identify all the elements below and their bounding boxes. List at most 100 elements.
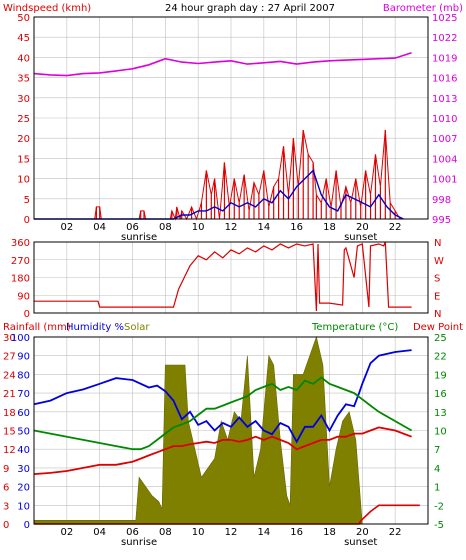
- barometer-tick-label: 1019: [432, 53, 457, 64]
- time-tick-label: 02: [60, 222, 73, 233]
- windspeed-axis-title: Windspeed (kmh): [3, 3, 91, 14]
- windspeed-tick-label: 30: [17, 94, 30, 105]
- compass-tick-label: W: [434, 256, 444, 267]
- time-tick-label: 14: [257, 527, 270, 538]
- barometer-tick-label: 1016: [432, 74, 457, 85]
- time-tick-label: 12: [225, 527, 238, 538]
- time-tick-label: 20: [356, 222, 369, 233]
- time-tick-label: 04: [93, 222, 106, 233]
- time-tick-label: 22: [389, 527, 402, 538]
- compass-tick-label: N: [434, 309, 441, 320]
- time-tick-label: 10: [192, 222, 205, 233]
- temperature-tick-label: 16: [434, 389, 447, 400]
- temperature-tick-label: 25: [434, 333, 447, 344]
- windspeed-tick-label: 25: [17, 114, 30, 125]
- humidity-tick-label: 90: [17, 352, 30, 363]
- windspeed-tick-label: 20: [17, 134, 30, 145]
- barometer-tick-label: 995: [432, 215, 451, 226]
- time-tick-label: 06: [126, 222, 139, 233]
- windspeed-tick-label: 45: [17, 33, 30, 44]
- humidity-tick-label: 10: [17, 501, 30, 512]
- barometer-axis-title: Barometer (mb): [383, 3, 463, 14]
- climate-panel-frame: [33, 336, 429, 525]
- direction-tick-label: 90: [17, 291, 30, 302]
- sunrise-label: sunrise: [121, 232, 157, 243]
- humidity-line: [33, 349, 412, 444]
- time-tick-label: 16: [290, 222, 303, 233]
- barometer-tick-label: 1010: [432, 114, 457, 125]
- solar-axis-title: Solar: [124, 322, 150, 333]
- barometer-line: [33, 51, 412, 77]
- humidity-tick-label: 100: [11, 333, 30, 344]
- compass-tick-label: S: [434, 274, 440, 285]
- solar-area: [33, 335, 420, 525]
- direction-tick-label: 180: [11, 274, 30, 285]
- average-wind-line: [34, 169, 404, 220]
- humidity-tick-label: 40: [17, 445, 30, 456]
- temperature-tick-label: -2: [434, 501, 444, 512]
- temperature-line: [33, 376, 413, 451]
- windspeed-tick-label: 5: [24, 195, 30, 206]
- time-tick-label: 12: [225, 222, 238, 233]
- direction-tick-label: 270: [11, 256, 30, 267]
- rainfall-tick-label: 12: [3, 445, 16, 456]
- chart-title: 24 hour graph day : 27 April 2007: [165, 3, 335, 14]
- temperature-tick-label: 4: [434, 464, 440, 475]
- compass-tick-label: N: [434, 238, 441, 249]
- temperature-tick-label: 22: [434, 352, 447, 363]
- solar-series: [33, 335, 420, 525]
- barometer-tick-label: 1013: [432, 94, 457, 105]
- sunset-label: sunset: [344, 537, 377, 548]
- barometer-tick-label: 1001: [432, 175, 457, 186]
- compass-tick-label: E: [434, 291, 440, 302]
- time-tick-label: 22: [389, 222, 402, 233]
- direction-tick-label: 0: [24, 309, 30, 320]
- barometer-tick-label: 1025: [432, 13, 457, 24]
- sunrise-label: sunrise: [121, 537, 157, 548]
- rainfall-tick-label: 15: [3, 427, 16, 438]
- time-tick-label: 02: [60, 527, 73, 538]
- barometer-tick-label: 1007: [432, 134, 457, 145]
- humidity-tick-label: 50: [17, 427, 30, 438]
- windspeed-tick-label: 35: [17, 74, 30, 85]
- barometer-tick-label: 998: [432, 195, 451, 206]
- wind-panel-frame: [33, 16, 429, 220]
- windspeed-tick-label: 40: [17, 53, 30, 64]
- time-tick-label: 08: [159, 222, 172, 233]
- rainfall-tick-label: 6: [3, 483, 9, 494]
- temperature-tick-label: 19: [434, 370, 447, 381]
- rainfall-tick-label: 24: [3, 370, 16, 381]
- humidity-tick-label: 70: [17, 389, 30, 400]
- dewpoint-axis-title: Dew Point: [413, 322, 463, 333]
- humidity-tick-label: 0: [24, 520, 30, 531]
- humidity-axis-title: Humidity %: [66, 322, 124, 333]
- rainfall-tick-label: 0: [3, 520, 9, 531]
- temperature-tick-label: 1: [434, 483, 440, 494]
- wind-direction-line: [34, 241, 412, 312]
- temperature-tick-label: -5: [434, 520, 444, 531]
- wind-panel-ticks: 0510152025303540455099599810011004100710…: [17, 13, 457, 243]
- time-tick-label: 04: [93, 527, 106, 538]
- humidity-tick-label: 80: [17, 370, 30, 381]
- rainfall-axis-title: Rainfall (mm): [3, 322, 71, 333]
- temperature-tick-label: 10: [434, 427, 447, 438]
- barometer-tick-label: 1022: [432, 33, 457, 44]
- dewpoint-line: [33, 426, 412, 475]
- temperature-tick-label: 7: [434, 445, 440, 456]
- humidity-tick-label: 20: [17, 483, 30, 494]
- wind-panel-plot: [33, 51, 412, 221]
- humidity-tick-label: 60: [17, 408, 30, 419]
- rainfall-tick-label: 3: [3, 501, 9, 512]
- time-tick-label: 18: [323, 527, 336, 538]
- barometer-tick-label: 1004: [432, 154, 457, 165]
- windspeed-line: [34, 129, 401, 221]
- direction-panel-frame: [33, 241, 429, 314]
- temperature-tick-label: 13: [434, 408, 447, 419]
- direction-tick-label: 360: [11, 238, 30, 249]
- windspeed-tick-label: 15: [17, 154, 30, 165]
- time-tick-label: 20: [356, 527, 369, 538]
